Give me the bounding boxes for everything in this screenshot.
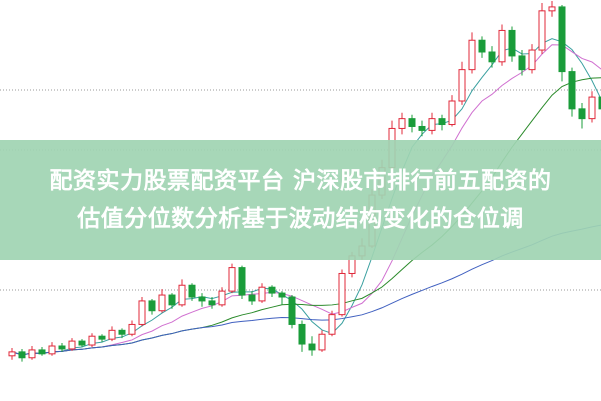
candle-up — [68, 340, 76, 350]
candle-up — [48, 345, 56, 355]
ma10-line — [11, 44, 601, 356]
candle-down — [568, 71, 576, 110]
candle-down — [58, 345, 66, 350]
candle-down — [558, 6, 566, 73]
candle-down — [18, 351, 26, 359]
candle-up — [498, 29, 506, 63]
candle-down — [478, 39, 486, 53]
candle-down — [508, 29, 516, 57]
candle-up — [228, 267, 236, 292]
candle-down — [188, 284, 196, 298]
candle-down — [408, 118, 416, 127]
candle-down — [148, 300, 156, 312]
title-line-1: 配资实力股票配资平台 沪深股市排行前五配资的 — [49, 168, 552, 194]
candle-down — [248, 294, 256, 302]
candle-down — [198, 296, 206, 302]
candle-down — [78, 340, 86, 346]
candle-down — [208, 300, 216, 306]
candle-up — [588, 96, 596, 120]
candle-up — [428, 118, 436, 131]
candle-down — [288, 296, 296, 325]
candle-down — [98, 335, 106, 340]
title-banner: 配资实力股票配资平台 沪深股市排行前五配资的 估值分位数分析基于波动结构变化的仓… — [0, 140, 601, 260]
candle-down — [308, 343, 316, 351]
candle-up — [318, 333, 326, 351]
candle-up — [538, 10, 546, 51]
candle-up — [158, 294, 166, 312]
candle-up — [468, 39, 476, 71]
candle-up — [88, 335, 96, 346]
candle-up — [138, 300, 146, 325]
candle-up — [178, 284, 186, 306]
candle-up — [8, 351, 16, 357]
candle-up — [128, 323, 136, 335]
candle-up — [448, 100, 456, 126]
candle-up — [528, 49, 536, 71]
candle-up — [328, 314, 336, 335]
candle-up — [28, 349, 36, 359]
candle-down — [168, 294, 176, 306]
candle-down — [418, 125, 426, 131]
candle-down — [488, 51, 496, 63]
candle-up — [218, 290, 226, 306]
candle-down — [578, 108, 586, 120]
candle-down — [438, 118, 446, 126]
title-line-2: 估值分位数分析基于波动结构变化的仓位调 — [77, 206, 524, 232]
candle-up — [398, 118, 406, 129]
candle-down — [268, 286, 276, 294]
candle-up — [338, 272, 346, 316]
candle-up — [458, 69, 466, 102]
candle-down — [598, 96, 601, 110]
candle-down — [298, 323, 306, 345]
candle-down — [518, 55, 526, 71]
candle-down — [38, 349, 46, 355]
candle-down — [278, 292, 286, 298]
candle-down — [118, 329, 126, 335]
candle-down — [238, 267, 246, 296]
candle-up — [258, 286, 266, 302]
candle-up — [548, 6, 556, 12]
candle-up — [108, 329, 116, 340]
